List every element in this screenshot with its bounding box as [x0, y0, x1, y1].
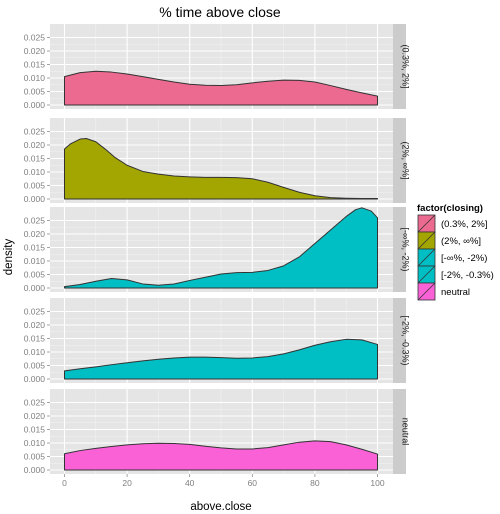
- legend-label: [-∞%, -2%): [441, 253, 487, 264]
- y-tick-label: 0.015: [24, 334, 46, 344]
- y-tick-label: 0.020: [24, 320, 46, 330]
- facet-strip: [393, 24, 406, 109]
- y-tick-label: 0.010: [24, 347, 46, 357]
- y-tick-label: 0.005: [24, 181, 46, 191]
- x-tick-label: 40: [185, 478, 195, 488]
- legend-label: [-2%, -0.3%): [441, 270, 494, 281]
- y-tick-label: 0.020: [24, 46, 46, 56]
- chart-title: % time above close: [159, 4, 281, 20]
- x-tick-label: 20: [122, 478, 132, 488]
- legend-key-slash: [417, 265, 436, 284]
- facet-panels: 0.000 0.005 0.010 0.015 0.020 0.025 (0.3%, 2%]…: [24, 24, 411, 488]
- x-tick-label: 60: [248, 478, 258, 488]
- x-tick-label: 0: [62, 478, 67, 488]
- facet-panel: 0.000 0.005 0.010 0.015 0.020 0.025 neutral: [24, 389, 411, 475]
- y-tick-label: 0.020: [24, 411, 46, 421]
- legend-key-slash: [417, 214, 436, 233]
- facet-panel: 0.000 0.005 0.010 0.015 0.020 0.025 (2%, ∞%]: [24, 118, 411, 204]
- density-area: [64, 138, 378, 200]
- facet-strip-label: (0.3%, 2%]: [401, 44, 411, 88]
- legend: factor(closing) (0.3%, 2%] (2%, ∞%] [-∞%, …: [417, 203, 494, 301]
- y-tick-label: 0.000: [24, 283, 46, 293]
- y-axis-label: density: [3, 239, 15, 276]
- y-tick-label: 0.000: [24, 374, 46, 384]
- y-tick-label: 0.000: [24, 465, 46, 475]
- y-tick-label: 0.010: [24, 438, 46, 448]
- y-tick-label: 0.015: [24, 425, 46, 435]
- y-tick-label: 0.010: [24, 167, 46, 177]
- y-tick-label: 0.010: [24, 73, 46, 83]
- density-area: [64, 207, 378, 289]
- density-area: [64, 70, 378, 106]
- y-tick-label: 0.015: [24, 243, 46, 253]
- x-tick-label: 80: [310, 478, 320, 488]
- y-tick-label: 0.000: [24, 194, 46, 204]
- facet-strip: [393, 298, 406, 383]
- legend-label: (2%, ∞%]: [441, 236, 481, 247]
- y-tick-label: 0.015: [24, 154, 46, 164]
- legend-title: factor(closing): [417, 203, 483, 214]
- density-area: [64, 338, 378, 380]
- y-tick-label: 0.005: [24, 87, 46, 97]
- facet-strip: [393, 118, 406, 203]
- facet-strip: [393, 389, 406, 474]
- facet-panel: 0.000 0.005 0.010 0.015 0.020 0.025 [-2%, -0.3…: [24, 298, 411, 384]
- y-tick-label: 0.005: [24, 361, 46, 371]
- legend-key-slash: [417, 282, 436, 301]
- facet-strip: [393, 207, 406, 292]
- y-tick-label: 0.010: [24, 256, 46, 266]
- facet-strip-label: [-∞%, -2%): [401, 228, 411, 272]
- facet-panel: 0.000 0.005 0.010 0.015 0.020 0.025 [-∞%, -2%): [24, 207, 411, 293]
- y-tick-label: 0.025: [24, 33, 46, 43]
- facet-strip-label: [-2%, -0.3%): [401, 315, 411, 365]
- y-tick-label: 0.000: [24, 100, 46, 110]
- y-tick-label: 0.020: [24, 229, 46, 239]
- y-tick-label: 0.020: [24, 140, 46, 150]
- y-tick-label: 0.025: [24, 216, 46, 226]
- facet-strip-label: neutral: [401, 418, 411, 446]
- legend-key-slash: [417, 231, 436, 250]
- facet-panel: 0.000 0.005 0.010 0.015 0.020 0.025 (0.3%, 2%]: [24, 24, 411, 110]
- y-tick-label: 0.005: [24, 270, 46, 280]
- facet-strip-label: (2%, ∞%]: [401, 142, 411, 180]
- x-axis-label: above.close: [190, 501, 251, 513]
- y-tick-label: 0.025: [24, 398, 46, 408]
- y-tick-label: 0.015: [24, 60, 46, 70]
- legend-label: (0.3%, 2%]: [441, 219, 487, 230]
- y-tick-label: 0.005: [24, 452, 46, 462]
- density-area: [64, 440, 378, 471]
- y-tick-label: 0.025: [24, 127, 46, 137]
- legend-key-slash: [417, 248, 436, 267]
- x-tick-label: 100: [370, 478, 384, 488]
- y-tick-label: 0.025: [24, 307, 46, 317]
- legend-label: neutral: [441, 287, 470, 298]
